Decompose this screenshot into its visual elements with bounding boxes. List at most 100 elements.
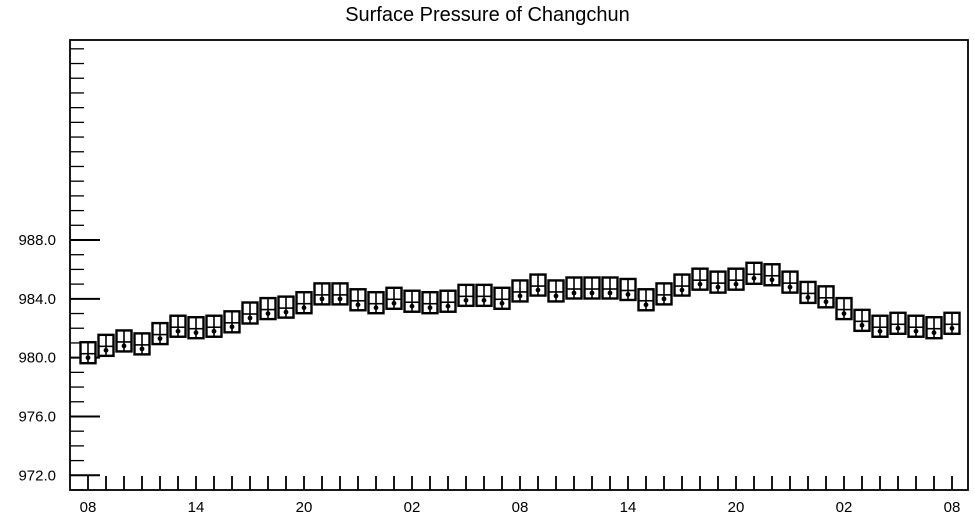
box-mark bbox=[745, 261, 763, 285]
box-point bbox=[373, 305, 379, 311]
box-mark bbox=[709, 270, 727, 294]
box-point bbox=[643, 302, 649, 308]
box-point bbox=[391, 300, 397, 306]
y-tick-label: 980.0 bbox=[18, 350, 56, 367]
box-point bbox=[859, 322, 865, 328]
box-point bbox=[409, 303, 415, 309]
box-mark bbox=[277, 295, 295, 319]
box-mark bbox=[691, 267, 709, 291]
chart-title: Surface Pressure of Changchun bbox=[345, 4, 630, 26]
box-mark bbox=[583, 276, 601, 300]
box-point bbox=[193, 330, 199, 336]
box-point bbox=[589, 290, 595, 296]
box-point bbox=[211, 328, 217, 334]
box-point bbox=[733, 281, 739, 287]
box-point bbox=[445, 303, 451, 309]
box-point bbox=[355, 302, 361, 308]
box-mark bbox=[151, 321, 169, 346]
box-mark bbox=[817, 285, 835, 309]
box-mark bbox=[799, 280, 817, 305]
box-point bbox=[625, 292, 631, 297]
y-tick-label: 988.0 bbox=[18, 232, 56, 249]
box-mark bbox=[619, 277, 637, 302]
plot-frame bbox=[69, 39, 969, 491]
box-point bbox=[607, 290, 613, 296]
box-mark bbox=[529, 273, 547, 297]
box-point bbox=[553, 293, 559, 299]
box-point bbox=[949, 325, 955, 331]
box-point bbox=[283, 309, 289, 315]
x-tick-label: 20 bbox=[296, 499, 313, 516]
box-mark bbox=[385, 286, 403, 310]
box-point bbox=[841, 311, 847, 316]
box-point bbox=[571, 290, 577, 296]
box-mark bbox=[205, 314, 223, 338]
box-point bbox=[805, 295, 811, 300]
x-tick-label: 08 bbox=[512, 499, 529, 516]
box-mark bbox=[133, 332, 151, 356]
box-mark bbox=[97, 333, 115, 358]
box-point bbox=[517, 293, 523, 299]
box-point bbox=[823, 299, 829, 305]
box-mark bbox=[943, 311, 961, 335]
x-tick-label: 14 bbox=[188, 499, 205, 516]
box-point bbox=[427, 305, 433, 311]
box-point bbox=[877, 328, 883, 334]
box-point bbox=[679, 287, 685, 293]
y-tick-label: 976.0 bbox=[18, 408, 56, 425]
box-mark bbox=[493, 286, 511, 310]
box-mark bbox=[655, 282, 673, 306]
box-point bbox=[265, 311, 271, 316]
box-mark bbox=[511, 279, 529, 303]
box-point bbox=[229, 324, 235, 330]
box-mark bbox=[187, 316, 205, 340]
x-tick-label: 08 bbox=[80, 499, 97, 516]
box-mark bbox=[925, 316, 943, 340]
box-mark bbox=[241, 301, 259, 325]
box-mark bbox=[853, 308, 871, 333]
box-mark bbox=[331, 282, 349, 306]
x-tick-label: 20 bbox=[728, 499, 745, 516]
box-mark bbox=[907, 314, 925, 338]
box-point bbox=[463, 297, 469, 303]
box-mark bbox=[457, 283, 475, 308]
box-mark bbox=[781, 270, 799, 294]
box-mark bbox=[115, 329, 133, 353]
box-point bbox=[535, 287, 541, 293]
box-mark bbox=[475, 283, 493, 308]
box-mark bbox=[565, 276, 583, 300]
box-point bbox=[157, 336, 163, 341]
box-point bbox=[247, 315, 253, 321]
box-point bbox=[319, 296, 325, 302]
x-tick-label: 14 bbox=[620, 499, 637, 516]
box-mark bbox=[403, 289, 421, 313]
axes: 972.0 976.0 980.0 984.0 988.0 08 14 20 02 08 14 20 0… bbox=[18, 39, 969, 516]
box-point bbox=[769, 277, 775, 283]
box-point bbox=[481, 297, 487, 303]
x-tick-label: 08 bbox=[944, 499, 961, 516]
box-mark bbox=[871, 314, 889, 338]
box-mark bbox=[295, 291, 313, 315]
box-mark bbox=[601, 276, 619, 300]
box-mark bbox=[421, 291, 439, 315]
box-mark bbox=[223, 310, 241, 334]
x-tick-label: 02 bbox=[404, 499, 421, 516]
box-point bbox=[751, 275, 757, 281]
box-point bbox=[301, 305, 307, 311]
box-mark bbox=[637, 288, 655, 312]
box-mark bbox=[673, 273, 691, 297]
box-point bbox=[697, 281, 703, 287]
box-point bbox=[931, 330, 937, 336]
box-mark bbox=[313, 282, 331, 306]
box-point bbox=[661, 296, 667, 302]
box-mark bbox=[367, 291, 385, 315]
box-mark bbox=[727, 267, 745, 291]
box-point bbox=[715, 284, 721, 290]
box-point bbox=[85, 355, 91, 361]
box-point bbox=[175, 328, 181, 334]
y-tick-label: 972.0 bbox=[18, 467, 56, 484]
y-tick-label: 984.0 bbox=[18, 291, 56, 308]
box-point bbox=[913, 328, 919, 334]
box-point bbox=[499, 300, 505, 306]
